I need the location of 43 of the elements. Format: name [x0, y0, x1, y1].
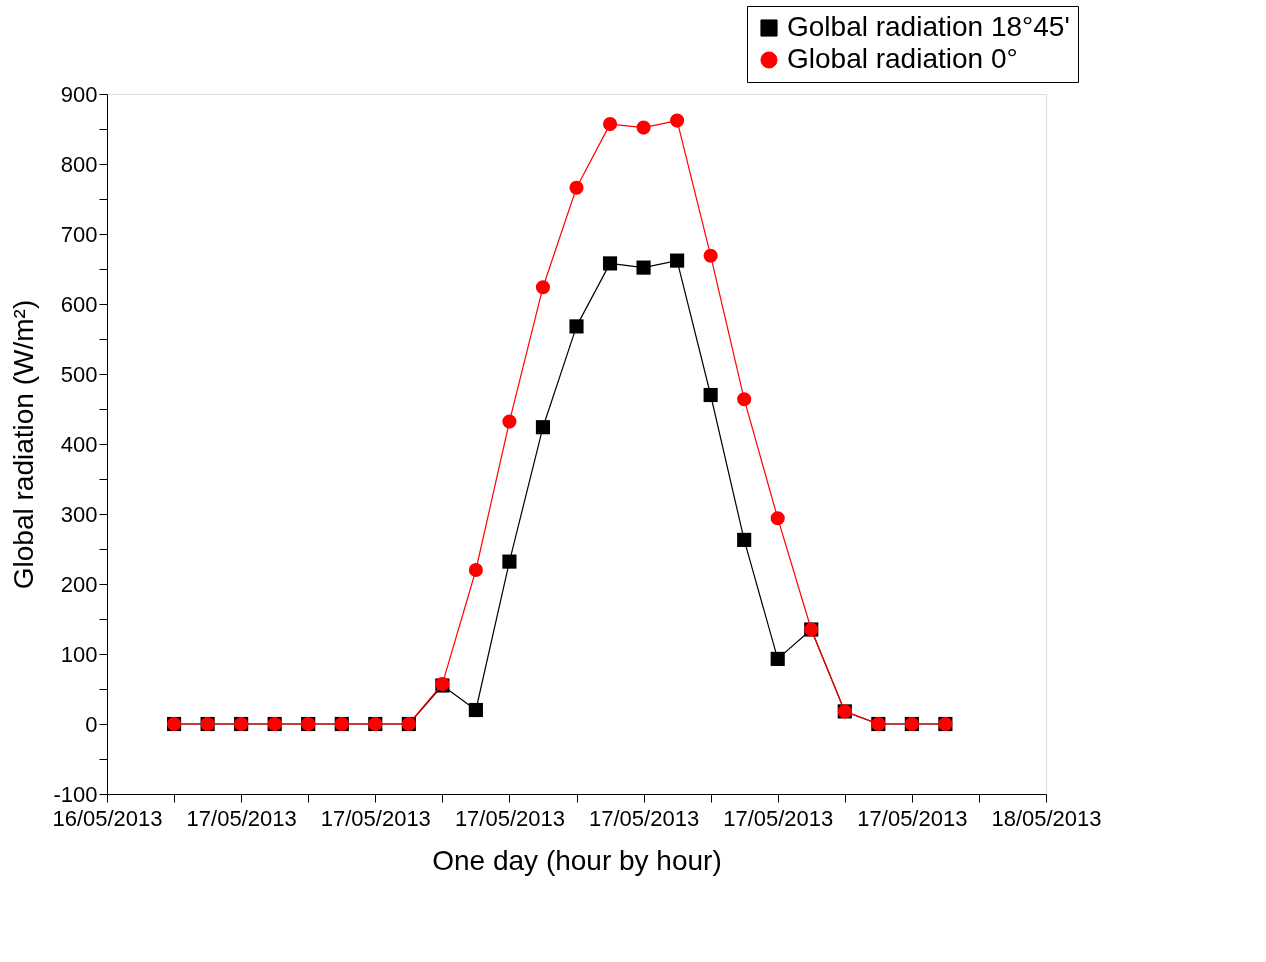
x-tick-label: 17/05/2013 — [186, 805, 297, 831]
point — [468, 562, 483, 578]
y-axis-title: Global radiation (W/m²) — [8, 299, 40, 590]
y-tick-label: 600 — [60, 291, 98, 317]
x-tick-label: 17/05/2013 — [857, 805, 968, 831]
y-tick-label: 300 — [60, 501, 98, 527]
point — [602, 256, 618, 271]
point — [502, 554, 517, 569]
point — [737, 392, 752, 407]
point — [468, 702, 483, 718]
point — [636, 260, 651, 275]
legend-label: Golbal radiation 18°45' — [787, 11, 1070, 42]
x-tick-label: 17/05/2013 — [320, 805, 431, 831]
x-axis-title: One day (hour by hour) — [432, 844, 722, 876]
point — [703, 387, 718, 403]
point — [569, 319, 584, 334]
x-tick-label: 17/05/2013 — [723, 805, 834, 831]
point — [535, 420, 551, 435]
y-tick-label: 100 — [60, 641, 98, 667]
point — [502, 414, 517, 429]
point — [737, 532, 752, 547]
point — [770, 651, 785, 666]
y-tick-label: 0 — [85, 711, 98, 737]
legend-label: Global radiation 0° — [787, 43, 1018, 74]
y-tick-label: 500 — [60, 361, 98, 387]
point — [535, 280, 551, 295]
x-tick-label: 16/05/2013 — [52, 805, 163, 831]
y-tick-label: 400 — [60, 431, 98, 457]
x-tick-label: 17/05/2013 — [454, 805, 565, 831]
x-tick-label: 17/05/2013 — [589, 805, 700, 831]
x-tick-label: 18/05/2013 — [991, 805, 1102, 831]
y-tick-label: 200 — [60, 571, 98, 597]
point — [770, 511, 785, 526]
point — [670, 113, 685, 128]
point — [569, 180, 584, 195]
point — [670, 253, 685, 268]
y-tick-label: -100 — [53, 781, 98, 807]
point — [602, 117, 618, 132]
y-tick-label: 900 — [60, 81, 98, 107]
y-tick-label: 700 — [60, 221, 98, 247]
point — [703, 248, 718, 263]
point — [636, 120, 651, 135]
y-tick-label: 800 — [60, 151, 98, 177]
